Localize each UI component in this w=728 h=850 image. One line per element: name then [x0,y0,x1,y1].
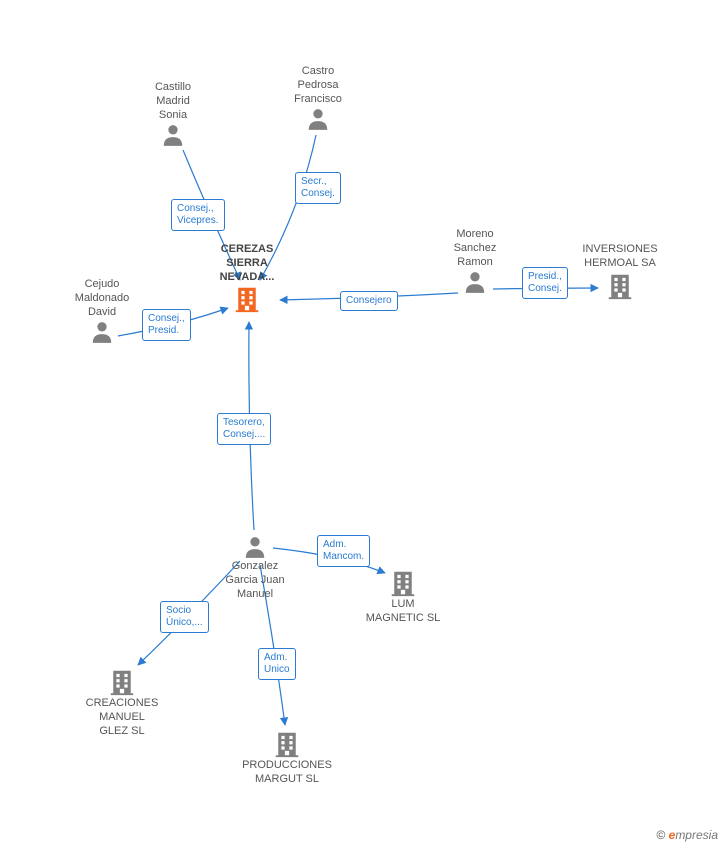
node-label: LUM MAGNETIC SL [343,598,463,626]
node-label: Castillo Madrid Sonia [113,81,233,122]
copyright: © empresia [656,828,718,842]
person-icon [195,534,315,560]
company-icon [560,271,680,301]
person-icon [415,269,535,295]
node-label: Castro Pedrosa Francisco [258,65,378,106]
edge-label-castro-central: Secr., Consej. [295,172,341,204]
edge-label-moreno-central: Consejero [340,291,398,311]
node-lum: LUM MAGNETIC SL [343,568,463,626]
node-central: CEREZAS SIERRA NEVADA... [187,243,307,314]
person-icon [258,106,378,132]
edge-label-castillo-central: Consej., Vicepres. [171,199,225,231]
edge-label-gonzalez-lum: Adm. Mancom. [317,535,370,567]
node-label: Gonzalez Garcia Juan Manuel [195,560,315,601]
brand-rest: mpresia [675,828,718,842]
node-label: PRODUCCIONES MARGUT SL [227,759,347,787]
node-producciones: PRODUCCIONES MARGUT SL [227,729,347,787]
company_central-icon [187,284,307,314]
edge-label-cejudo-central: Consej., Presid. [142,309,191,341]
edge-label-gonzalez-central: Tesorero, Consej.... [217,413,271,445]
copyright-symbol: © [656,828,665,842]
node-label: INVERSIONES HERMOAL SA [560,243,680,271]
node-label: Moreno Sanchez Ramon [415,228,535,269]
node-label: CREACIONES MANUEL GLEZ SL [62,697,182,738]
company-icon [343,568,463,598]
edge-label-gonzalez-producciones: Adm. Unico [258,648,296,680]
company-icon [62,667,182,697]
node-label: CEREZAS SIERRA NEVADA... [187,243,307,284]
edge-label-moreno-inversiones: Presid., Consej. [522,267,568,299]
node-castillo: Castillo Madrid Sonia [113,81,233,148]
node-castro: Castro Pedrosa Francisco [258,65,378,132]
node-inversiones: INVERSIONES HERMOAL SA [560,243,680,301]
company-icon [227,729,347,759]
node-moreno: Moreno Sanchez Ramon [415,228,535,295]
person-icon [113,122,233,148]
node-creaciones: CREACIONES MANUEL GLEZ SL [62,667,182,738]
edge-label-gonzalez-creaciones: Socio Único,... [160,601,209,633]
node-gonzalez: Gonzalez Garcia Juan Manuel [195,534,315,601]
